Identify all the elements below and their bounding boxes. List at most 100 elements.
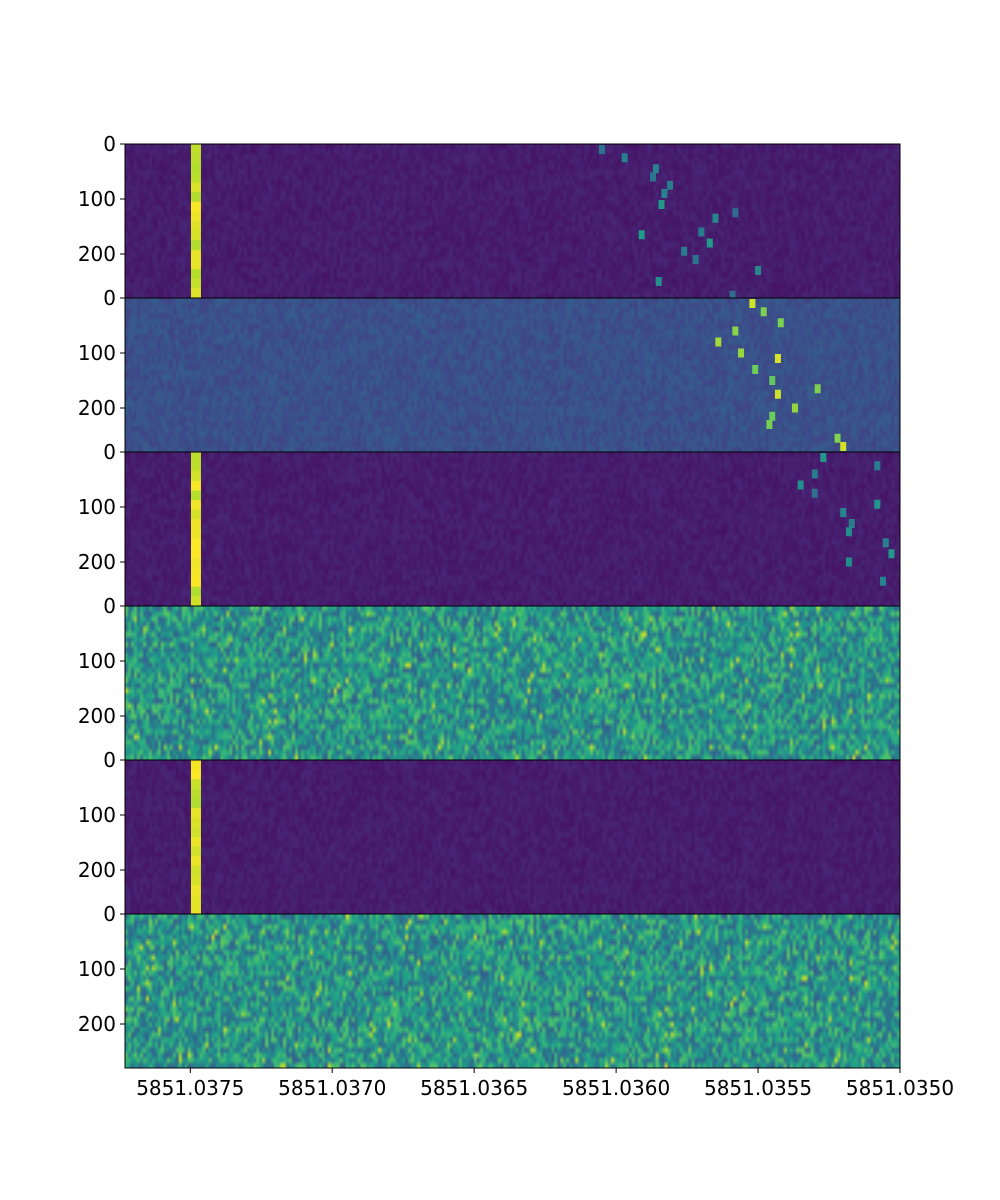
y-tick-label: 100 (78, 341, 116, 365)
steady-signal-cell (190, 837, 201, 848)
y-tick-label: 200 (78, 704, 116, 728)
steady-signal-cell (190, 865, 201, 876)
steady-signal-cell (190, 856, 201, 867)
y-tick-label: 200 (78, 396, 116, 420)
x-tick-label: 5851.0360 (562, 1076, 670, 1100)
steady-signal-cell (190, 461, 201, 472)
steady-signal-cell (190, 480, 201, 491)
steady-signal-cell (190, 817, 201, 828)
steady-signal-cell (190, 779, 201, 790)
drifting-signal-point (712, 213, 719, 223)
drifting-signal-point (848, 519, 855, 528)
drifting-signal-point (774, 389, 781, 399)
y-tick-label: 200 (78, 242, 116, 266)
steady-signal-cell (190, 163, 201, 174)
steady-signal-cell (190, 894, 201, 905)
panel-noise-background (125, 452, 900, 606)
drifting-signal-point (882, 538, 889, 548)
drifting-signal-point (681, 246, 688, 256)
steady-signal-cell (190, 471, 201, 482)
panel-5 (124, 759, 901, 915)
drifting-signal-point (661, 189, 668, 198)
drifting-signal-point (706, 238, 713, 248)
steady-signal-cell (190, 798, 201, 809)
drifting-signal-point (845, 557, 852, 567)
x-tick-label: 5851.0370 (278, 1076, 386, 1100)
drifting-signal-point (874, 461, 881, 471)
steady-signal-cell (190, 586, 201, 597)
x-ticks-group: 5851.0375 5851.0370 5851.0365 5851.0360 5851… (136, 1068, 954, 1100)
steady-signal-cell (190, 278, 201, 289)
panel-noise-background (125, 606, 900, 760)
drifting-signal-point (777, 318, 784, 328)
steady-signal-cell (190, 875, 201, 886)
steady-signal-cell (190, 259, 201, 270)
panel-6 (124, 913, 901, 1069)
drifting-signal-point (845, 527, 852, 537)
steady-signal-cell (190, 596, 201, 607)
x-tick-label: 5851.0355 (704, 1076, 812, 1100)
panels-group (124, 143, 901, 1069)
drifting-signal-point (766, 420, 773, 429)
steady-signal-cell (190, 529, 201, 540)
panel-noise-background (125, 760, 900, 914)
drifting-signal-point (879, 576, 886, 586)
y-ticks-group: 0 100 200 0 100 200 0 100 200 0 100 200 0 100 200 0 100 2… (78, 132, 125, 1036)
y-tick-label: 0 (103, 902, 116, 926)
steady-signal-cell (190, 567, 201, 578)
drifting-signal-point (834, 433, 841, 443)
drifting-signal-point (738, 348, 745, 358)
drifting-signal-point (658, 200, 665, 209)
drifting-signal-point (650, 172, 657, 182)
drifting-signal-point (769, 411, 776, 421)
y-tick-label: 0 (103, 286, 116, 310)
steady-signal-cell (190, 182, 201, 193)
y-tick-label: 100 (78, 649, 116, 673)
steady-signal-cell (190, 509, 201, 520)
steady-signal-cell (190, 577, 201, 588)
steady-signal-cell (190, 192, 201, 203)
y-tick-label: 100 (78, 187, 116, 211)
drifting-signal-point (749, 299, 756, 308)
y-tick-label: 0 (103, 594, 116, 618)
drifting-signal-point (755, 266, 762, 275)
drifting-signal-point (698, 227, 705, 237)
y-tick-label: 0 (103, 132, 116, 156)
steady-signal-cell (190, 500, 201, 511)
drifting-signal-point (820, 453, 827, 462)
panel-4 (124, 605, 901, 761)
panel-3 (124, 451, 901, 607)
panel-2 (124, 297, 901, 453)
y-tick-label: 0 (103, 748, 116, 772)
y-tick-label: 200 (78, 858, 116, 882)
drifting-signal-point (638, 230, 645, 240)
steady-signal-cell (190, 827, 201, 838)
panel-frame (124, 913, 901, 1069)
drifting-signal-point (652, 164, 659, 174)
steady-signal-cell (190, 788, 201, 799)
steady-signal-cell (190, 201, 201, 212)
steady-signal-cell (190, 211, 201, 222)
steady-signal-cell (190, 557, 201, 568)
drifting-signal-point (760, 307, 767, 317)
y-tick-label: 100 (78, 495, 116, 519)
steady-signal-cell (190, 548, 201, 559)
x-tick-label: 5851.0350 (846, 1076, 954, 1100)
y-tick-label: 100 (78, 957, 116, 981)
drifting-signal-point (598, 145, 605, 154)
steady-signal-cell (190, 288, 201, 299)
y-tick-label: 0 (103, 440, 116, 464)
steady-signal-cell (190, 144, 201, 155)
drifting-signal-point (774, 354, 781, 363)
drifting-signal-point (811, 469, 818, 479)
steady-signal-cell (190, 846, 201, 857)
steady-signal-cell (190, 885, 201, 896)
steady-signal-cell (190, 904, 201, 915)
drifting-signal-point (840, 508, 847, 517)
y-tick-label: 200 (78, 1012, 116, 1036)
drifting-signal-point (715, 337, 722, 347)
steady-signal-cell (190, 221, 201, 232)
drifting-signal-point (667, 180, 674, 190)
steady-signal-cell (190, 153, 201, 164)
